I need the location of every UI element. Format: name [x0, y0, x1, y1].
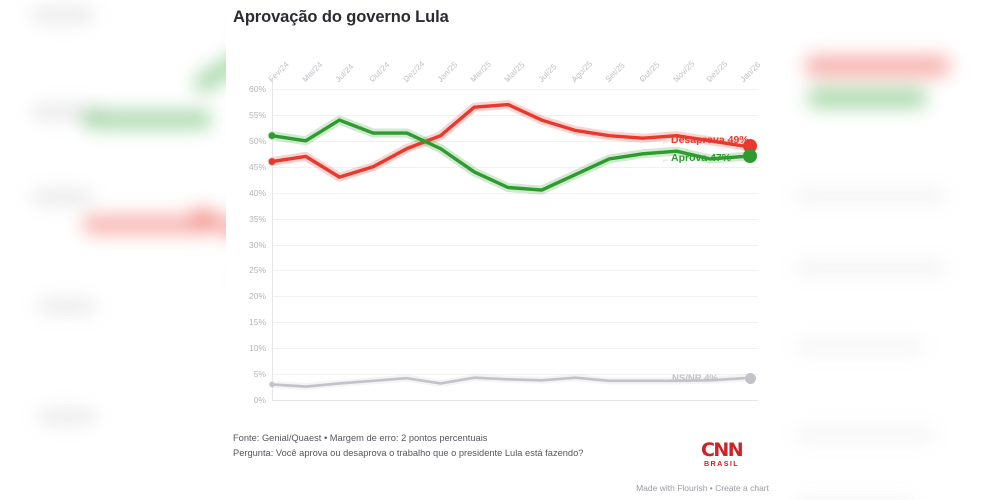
x-axis-tick [373, 78, 375, 82]
x-axis-tick [406, 78, 408, 82]
y-axis-tick-label: 25% [248, 265, 266, 276]
y-axis-line [272, 78, 273, 400]
gridline [272, 114, 758, 116]
legend-dash-desaprova: ⌐ [663, 137, 669, 147]
y-axis-tick-label: 35% [248, 213, 266, 224]
legend-label-aprova[interactable]: Aprova 47% [671, 152, 732, 164]
x-axis-tick [575, 78, 577, 82]
legend-label-nsnr[interactable]: NS/NR 4% [672, 373, 718, 384]
y-axis-tick-label: 20% [248, 291, 266, 302]
endpoint-marker-nsnr [744, 372, 756, 384]
cnn-logo-subtitle: BRASIL [703, 459, 740, 468]
y-axis-tick-label: 60% [248, 84, 266, 94]
series-line-ns/nr[interactable] [270, 376, 746, 388]
x-axis-tick [474, 78, 476, 82]
x-axis-tick [744, 78, 745, 82]
source-note: Fonte: Genial/Quaest • Margem de erro: 2… [233, 433, 488, 443]
legend-dash-aprova: ⌐ [663, 155, 669, 165]
y-axis-tick-label: 55% [248, 109, 266, 120]
legend-dash-nsnr: - [664, 375, 667, 385]
x-axis-tick [710, 78, 712, 82]
x-axis-tick [305, 78, 307, 82]
blurred-background-right [775, 0, 999, 500]
gridline [272, 400, 758, 401]
y-axis-tick-label: 5% [253, 369, 266, 380]
gridline [272, 270, 758, 272]
cnn-logo-word: CNN [701, 439, 744, 461]
flourish-attribution[interactable]: Made with Flourish • Create a chart [636, 483, 769, 493]
y-axis-tick-label: 45% [248, 161, 266, 172]
endpoint-marker-aprova [743, 149, 757, 164]
cnn-brasil-logo: CNN BRASIL [701, 439, 744, 468]
gridline [272, 322, 758, 324]
x-axis-tick [676, 78, 678, 82]
x-axis-tick [609, 78, 611, 82]
blurred-background-left [0, 0, 226, 500]
series-lines [267, 100, 749, 391]
y-axis-tick-label: 10% [248, 343, 266, 354]
chart-card: Aprovação do governo Lula 0% 5% 10% 15% 20% 2… [226, 0, 775, 500]
gridline [272, 192, 758, 194]
gridline [272, 218, 758, 220]
gridline [272, 89, 758, 90]
gridline [272, 244, 758, 246]
page-title: Aprovação do governo Lula [233, 8, 449, 26]
series-line-desaprova[interactable] [270, 102, 746, 179]
y-axis-tick-label: 40% [248, 187, 266, 198]
gridline [272, 296, 758, 298]
y-axis-tick-label: 15% [248, 317, 266, 328]
x-axis-tick [642, 78, 644, 82]
gridline [272, 348, 758, 350]
series-start-dot-desaprova [268, 158, 276, 165]
gridline [272, 166, 758, 168]
question-note: Pergunta: Você aprova ou desaprova o tra… [233, 448, 584, 458]
y-axis-tick-label: 50% [248, 135, 266, 146]
y-axis-tick-label: 30% [248, 239, 266, 250]
y-axis-tick-label: 0% [253, 395, 266, 405]
plot-area: 0% 5% 10% 15% 20% 25% 30% 35% 40% 45% 50% 55% 60% Fev… [226, 0, 775, 500]
series-start-dot-aprova [268, 132, 276, 140]
x-axis-tick [339, 78, 341, 82]
x-axis-tick [541, 78, 543, 82]
gridline [272, 140, 758, 142]
series-start-dot-ns/nr [269, 381, 275, 388]
x-axis-tick [508, 78, 509, 82]
x-axis-tick [272, 78, 273, 82]
x-axis-tick [440, 78, 442, 82]
gridline [272, 374, 758, 376]
series-line-aprova[interactable] [270, 118, 746, 192]
legend-label-desaprova[interactable]: Desaprova 49% [671, 134, 749, 146]
